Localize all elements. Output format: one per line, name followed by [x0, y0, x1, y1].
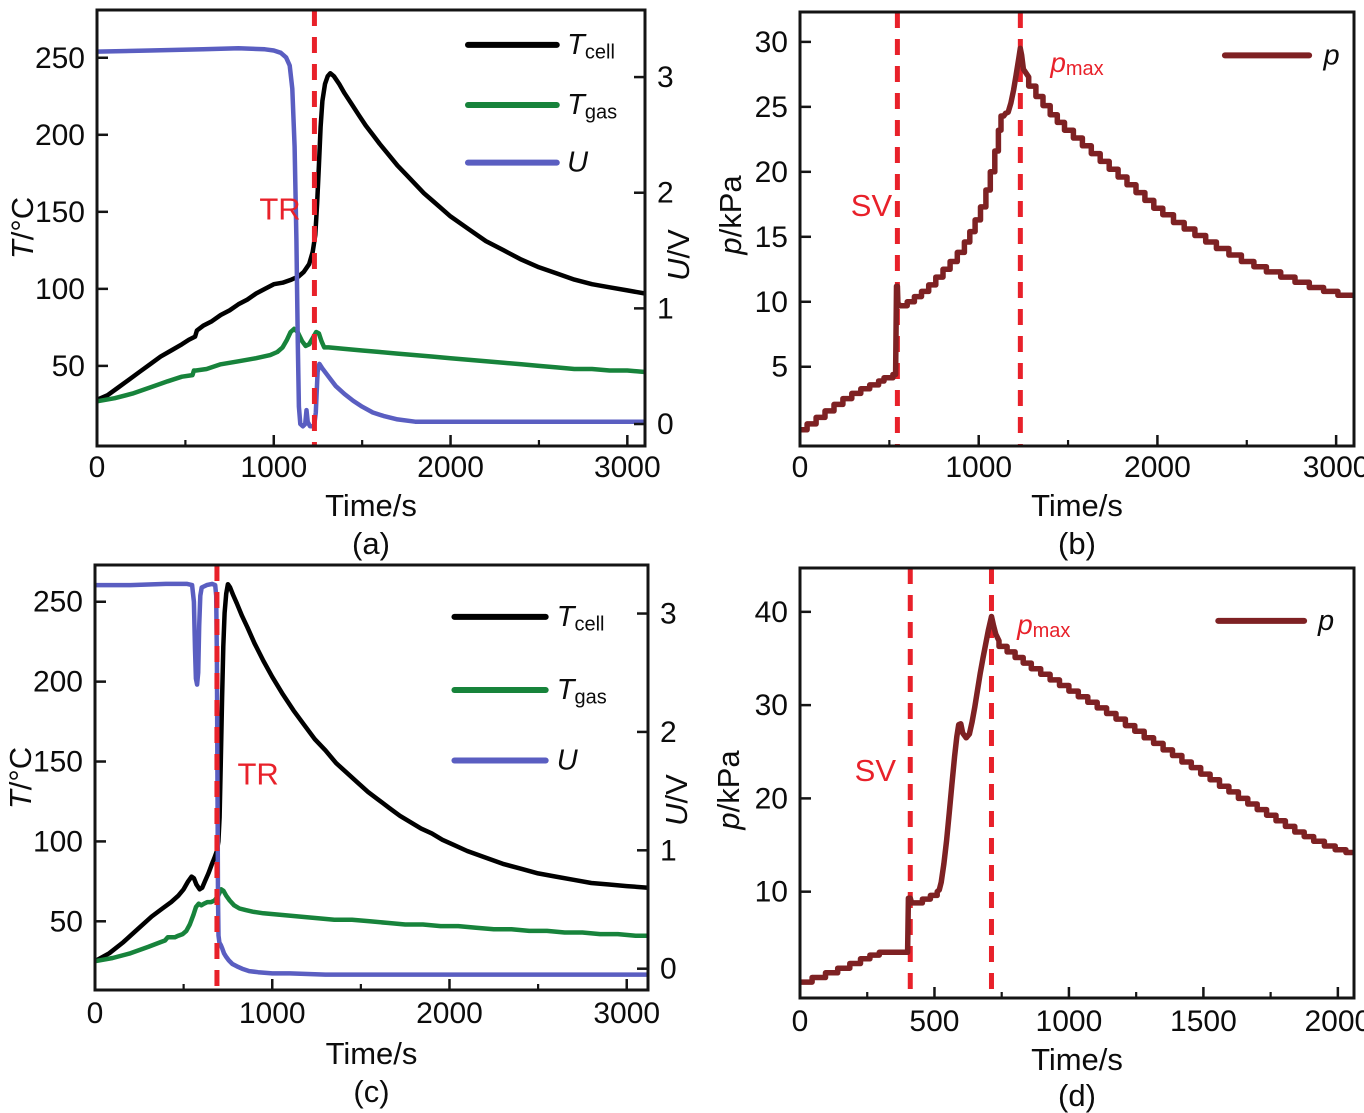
svg-text:100: 100 — [33, 825, 83, 858]
svg-text:Time/s: Time/s — [326, 1036, 418, 1071]
svg-text:0: 0 — [792, 451, 809, 484]
svg-text:100: 100 — [35, 272, 85, 305]
svg-text:3: 3 — [660, 597, 677, 630]
svg-text:50: 50 — [52, 349, 85, 382]
svg-text:2000: 2000 — [416, 997, 483, 1030]
svg-text:2000: 2000 — [1124, 451, 1191, 484]
svg-text:U: U — [567, 147, 589, 179]
svg-text:Time/s: Time/s — [1031, 1042, 1123, 1077]
svg-text:0: 0 — [87, 997, 104, 1030]
svg-text:0: 0 — [89, 451, 106, 484]
svg-text:p: p — [1317, 605, 1334, 637]
svg-text:1000: 1000 — [1036, 1005, 1103, 1038]
svg-text:1: 1 — [657, 292, 674, 325]
svg-text:30: 30 — [755, 25, 788, 58]
svg-text:250: 250 — [33, 585, 83, 618]
svg-text:p/kPa: p/kPa — [711, 750, 746, 831]
svg-text:2: 2 — [660, 715, 677, 748]
svg-text:(c): (c) — [353, 1074, 389, 1109]
svg-text:500: 500 — [909, 1005, 959, 1038]
svg-text:Tgas: Tgas — [567, 89, 617, 124]
svg-text:1000: 1000 — [945, 451, 1012, 484]
svg-text:1: 1 — [660, 834, 677, 867]
svg-text:10: 10 — [755, 875, 788, 908]
svg-text:20: 20 — [755, 155, 788, 188]
svg-text:15: 15 — [755, 220, 788, 253]
svg-text:SV: SV — [851, 188, 893, 223]
svg-text:TR: TR — [237, 756, 278, 791]
svg-text:200: 200 — [35, 118, 85, 151]
svg-text:(b): (b) — [1058, 526, 1096, 561]
svg-text:3000: 3000 — [594, 451, 661, 484]
svg-text:T/°C: T/°C — [5, 197, 40, 259]
svg-text:150: 150 — [35, 195, 85, 228]
svg-text:3000: 3000 — [593, 997, 660, 1030]
svg-text:pmax: pmax — [1049, 46, 1103, 80]
svg-text:Tcell: Tcell — [567, 29, 615, 64]
svg-text:Tgas: Tgas — [557, 674, 607, 709]
svg-text:2: 2 — [657, 176, 674, 209]
svg-text:T/°C: T/°C — [3, 747, 38, 809]
svg-text:150: 150 — [33, 745, 83, 778]
svg-text:3000: 3000 — [1303, 451, 1364, 484]
svg-text:U: U — [557, 745, 579, 777]
svg-text:TR: TR — [259, 191, 300, 226]
svg-text:10: 10 — [755, 285, 788, 318]
svg-text:0: 0 — [660, 952, 677, 985]
svg-text:2000: 2000 — [1304, 1005, 1364, 1038]
svg-text:25: 25 — [755, 90, 788, 123]
svg-text:p/kPa: p/kPa — [713, 175, 748, 256]
svg-text:50: 50 — [50, 905, 83, 938]
svg-text:Tcell: Tcell — [557, 601, 605, 636]
svg-text:p: p — [1323, 39, 1340, 71]
svg-text:pmax: pmax — [1016, 608, 1070, 642]
svg-text:200: 200 — [33, 665, 83, 698]
svg-text:1500: 1500 — [1170, 1005, 1237, 1038]
svg-text:1000: 1000 — [239, 997, 306, 1030]
svg-text:(a): (a) — [352, 526, 390, 561]
svg-text:20: 20 — [755, 782, 788, 815]
svg-text:0: 0 — [657, 408, 674, 441]
svg-text:30: 30 — [755, 689, 788, 722]
svg-text:U/V: U/V — [659, 774, 694, 826]
svg-text:0: 0 — [792, 1005, 809, 1038]
svg-text:1000: 1000 — [240, 451, 307, 484]
svg-text:5: 5 — [771, 350, 788, 383]
svg-text:40: 40 — [755, 595, 788, 628]
svg-text:Time/s: Time/s — [1031, 488, 1123, 523]
svg-text:(d): (d) — [1058, 1078, 1096, 1113]
svg-text:U/V: U/V — [661, 229, 696, 281]
svg-text:SV: SV — [855, 753, 897, 788]
svg-text:250: 250 — [35, 41, 85, 74]
svg-text:2000: 2000 — [417, 451, 484, 484]
svg-text:3: 3 — [657, 61, 674, 94]
svg-text:Time/s: Time/s — [325, 488, 417, 523]
